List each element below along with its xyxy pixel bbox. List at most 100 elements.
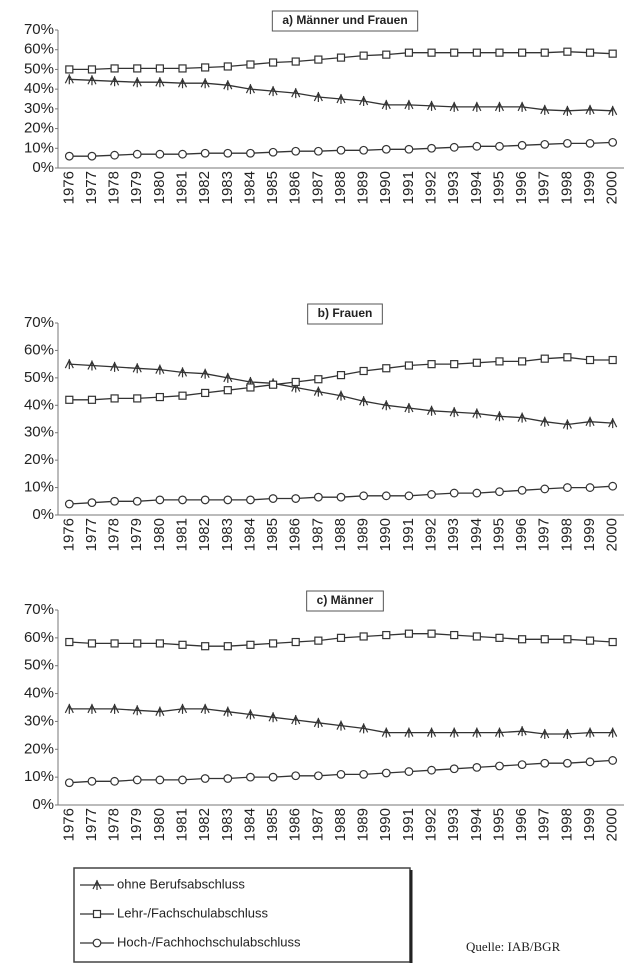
marker-star xyxy=(427,100,437,111)
marker-square xyxy=(133,394,142,403)
y-tick-label: 10% xyxy=(24,479,54,496)
marker-star xyxy=(87,703,97,714)
marker-square xyxy=(336,371,346,380)
x-tick-label: 1998 xyxy=(558,518,575,551)
marker-circle xyxy=(608,481,618,491)
marker-star xyxy=(313,386,323,397)
marker-square xyxy=(268,380,278,389)
marker-circle xyxy=(404,144,414,154)
marker-square xyxy=(246,640,255,649)
marker-circle xyxy=(291,146,301,156)
x-tick-label: 1981 xyxy=(173,808,190,841)
marker-square xyxy=(540,48,549,57)
marker-circle xyxy=(132,496,142,506)
y-tick-label: 70% xyxy=(24,21,54,38)
marker-square xyxy=(291,57,300,66)
x-tick-label: 1985 xyxy=(264,171,281,204)
marker-star xyxy=(110,703,120,714)
marker-square xyxy=(495,633,504,642)
marker-square xyxy=(540,635,549,644)
marker-square xyxy=(133,64,142,73)
marker-circle xyxy=(87,776,97,786)
marker-square xyxy=(472,48,481,57)
marker-square xyxy=(87,639,97,648)
marker-circle xyxy=(178,495,187,505)
chart-title: c) Männer xyxy=(317,593,374,607)
marker-circle xyxy=(472,141,482,151)
marker-circle xyxy=(404,767,414,776)
legend-label: Lehr-/Fachschulabschluss xyxy=(117,905,269,920)
chart-title: a) Männer und Frauen xyxy=(282,13,407,27)
marker-star xyxy=(92,879,102,890)
marker-square xyxy=(314,636,323,645)
x-tick-label: 1978 xyxy=(106,808,123,841)
title-box xyxy=(306,590,384,612)
x-tick-label: 1992 xyxy=(423,171,440,204)
marker-circle xyxy=(64,778,74,788)
marker-star xyxy=(336,93,346,104)
marker-square xyxy=(201,642,210,651)
y-tick-label: 10% xyxy=(24,768,54,785)
marker-circle xyxy=(64,499,74,509)
x-tick-label: 1993 xyxy=(445,808,462,841)
y-tick-label: 30% xyxy=(24,424,54,441)
marker-star xyxy=(177,703,188,714)
x-tick-label: 1976 xyxy=(60,518,77,551)
y-tick-label: 10% xyxy=(24,139,54,156)
y-tick-label: 30% xyxy=(24,100,54,117)
marker-square xyxy=(382,630,391,640)
x-tick-label: 1986 xyxy=(287,171,304,204)
marker-square xyxy=(268,58,278,67)
marker-star xyxy=(494,410,505,422)
marker-star xyxy=(268,85,278,97)
marker-circle xyxy=(132,149,142,159)
marker-square xyxy=(450,360,459,369)
marker-star xyxy=(494,101,505,112)
marker-star xyxy=(155,364,165,375)
x-tick-label: 1999 xyxy=(581,171,598,204)
marker-circle xyxy=(200,774,210,783)
marker-circle xyxy=(268,772,278,782)
y-tick-label: 60% xyxy=(24,629,54,646)
marker-star xyxy=(132,362,142,374)
marker-circle xyxy=(449,142,459,152)
marker-square xyxy=(110,394,119,403)
marker-star xyxy=(562,728,572,739)
marker-square xyxy=(314,375,323,384)
marker-star xyxy=(313,91,323,103)
marker-square xyxy=(65,395,74,404)
marker-circle xyxy=(359,769,369,779)
y-tick-label: 20% xyxy=(24,451,54,468)
y-tick-label: 50% xyxy=(24,60,54,77)
x-tick-label: 1984 xyxy=(241,518,258,551)
x-tick-label: 1991 xyxy=(400,171,417,204)
y-tick-label: 20% xyxy=(24,120,54,137)
marker-star xyxy=(64,358,74,370)
y-tick-label: 0% xyxy=(32,796,54,813)
title-box xyxy=(307,303,383,325)
marker-square xyxy=(223,62,232,71)
marker-circle xyxy=(64,151,74,161)
marker-circle xyxy=(155,149,165,159)
x-tick-label: 1978 xyxy=(106,171,123,204)
x-tick-label: 1992 xyxy=(423,808,440,841)
marker-star xyxy=(155,76,165,88)
x-tick-label: 1995 xyxy=(490,808,507,841)
x-tick-label: 2000 xyxy=(604,808,621,841)
marker-circle xyxy=(585,757,595,767)
x-tick-label: 1996 xyxy=(513,518,530,551)
marker-circle xyxy=(540,484,550,494)
marker-circle xyxy=(178,149,187,159)
marker-star xyxy=(200,368,210,379)
x-tick-label: 1996 xyxy=(513,171,530,204)
x-tick-label: 1980 xyxy=(151,518,168,551)
x-tick-label: 1983 xyxy=(219,518,236,551)
x-tick-label: 1983 xyxy=(219,808,236,841)
marker-star xyxy=(608,727,618,738)
x-tick-label: 1980 xyxy=(151,808,168,841)
y-tick-label: 50% xyxy=(24,657,54,674)
marker-square xyxy=(427,48,436,57)
marker-circle xyxy=(291,771,301,781)
